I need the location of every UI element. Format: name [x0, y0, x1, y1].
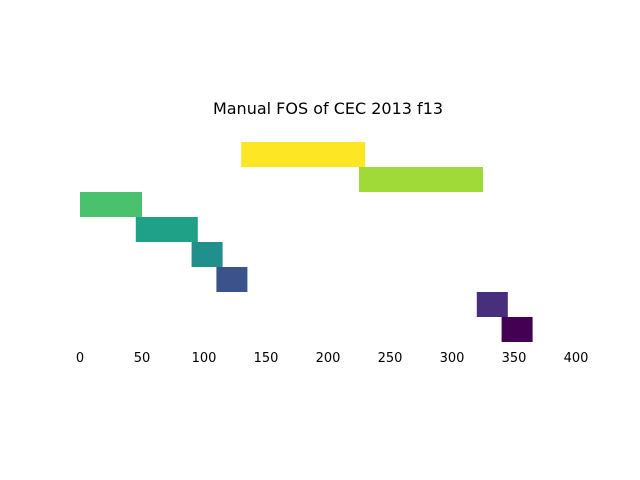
bar-3: [191, 242, 223, 267]
x-tick-label-6: 300: [440, 351, 465, 366]
x-tick-label-7: 350: [502, 351, 527, 366]
bar-5: [80, 192, 142, 217]
x-tick-label-1: 50: [134, 351, 151, 366]
x-tick-label-0: 0: [76, 351, 84, 366]
x-tick-label-8: 400: [564, 351, 589, 366]
bar-2: [216, 267, 248, 292]
x-tick-label-3: 150: [254, 351, 279, 366]
x-tick-label-5: 250: [378, 351, 403, 366]
bar-6: [359, 167, 483, 192]
bar-4: [135, 217, 198, 242]
x-tick-labels: 0 50 100 150 200 250 300 350 400: [76, 351, 589, 366]
x-tick-label-4: 200: [316, 351, 341, 366]
x-tick-label-2: 100: [192, 351, 217, 366]
bars-group: [80, 142, 533, 342]
bar-1: [476, 292, 508, 317]
bar-0: [501, 317, 533, 342]
chart-title: Manual FOS of CEC 2013 f13: [213, 99, 443, 118]
bar-7: [241, 142, 366, 167]
